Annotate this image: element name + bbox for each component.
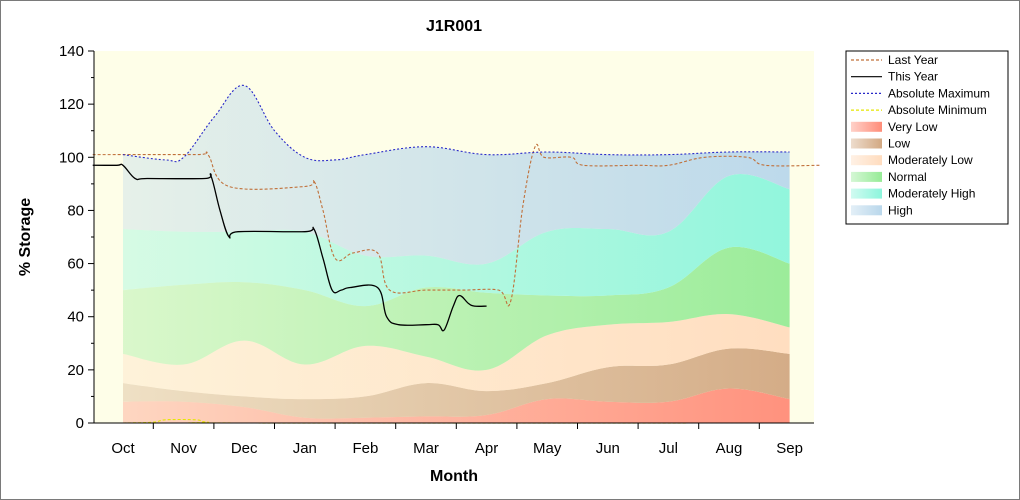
y-tick-label: 0 — [76, 415, 84, 432]
y-tick-label: 100 — [59, 149, 84, 166]
legend-label-absolute-maximum: Absolute Maximum — [888, 86, 990, 100]
series-line-last-year — [92, 143, 820, 307]
legend-swatch-low — [851, 138, 882, 149]
x-tick-label: Apr — [475, 440, 498, 457]
legend-label-low: Low — [888, 137, 910, 151]
series-line-absolute-maximum — [122, 84, 790, 163]
y-tick-label: 20 — [67, 362, 84, 379]
band-normal — [123, 246, 790, 371]
legend-label-last-year: Last Year — [888, 53, 938, 67]
y-tick-label: 80 — [67, 202, 84, 219]
series-line-this-year — [92, 163, 487, 332]
legend: Last Year This Year Absolute Maximum Absolu… — [845, 50, 1009, 225]
band-moderately-low — [123, 314, 790, 400]
legend-label-high: High — [888, 203, 913, 217]
x-tick-label: Jun — [596, 440, 620, 457]
axes-layer: 0 20 40 60 80 100 120 140 Oct Nov Dec Jan Feb Mar Apr M… — [59, 43, 814, 457]
band-low — [123, 348, 790, 419]
x-tick-label: Dec — [231, 440, 258, 457]
y-tick-label: 120 — [59, 96, 84, 113]
y-axis-label: % Storage — [17, 198, 34, 276]
legend-swatch-high — [851, 205, 882, 216]
legend-swatch-very-low — [851, 121, 882, 132]
legend-label-this-year: This Year — [888, 70, 938, 84]
x-tick-label: Mar — [413, 440, 439, 457]
x-tick-label: Feb — [352, 440, 378, 457]
band-very-low — [123, 388, 790, 423]
band-high — [123, 85, 790, 265]
legend-label-very-low: Very Low — [888, 120, 938, 134]
x-tick-label: Jan — [293, 440, 317, 457]
x-tick-label: Oct — [111, 440, 135, 457]
y-tick-label: 40 — [67, 309, 84, 326]
bands-layer — [123, 85, 790, 423]
legend-swatch-moderately-high — [851, 188, 882, 199]
x-tick-label: Sep — [776, 440, 803, 457]
lines-layer — [92, 84, 820, 424]
legend-label-moderately-high: Moderately High — [888, 187, 975, 201]
legend-label-normal: Normal — [888, 170, 927, 184]
x-tick-label: May — [533, 440, 562, 457]
y-tick-label: 140 — [59, 43, 84, 60]
band-moderately-high — [123, 174, 790, 307]
chart-title: J1R001 — [426, 18, 482, 35]
x-tick-label: Nov — [170, 440, 197, 457]
legend-swatch-normal — [851, 171, 882, 182]
legend-label-absolute-minimum: Absolute Minimum — [888, 103, 987, 117]
x-tick-label: Jul — [659, 440, 678, 457]
legend-swatch-moderately-low — [851, 155, 882, 166]
series-line-absolute-minimum — [122, 418, 790, 424]
y-tick-label: 60 — [67, 256, 84, 273]
legend-label-moderately-low: Moderately Low — [888, 153, 973, 167]
x-tick-label: Aug — [716, 440, 743, 457]
x-axis-label: Month — [430, 468, 478, 485]
